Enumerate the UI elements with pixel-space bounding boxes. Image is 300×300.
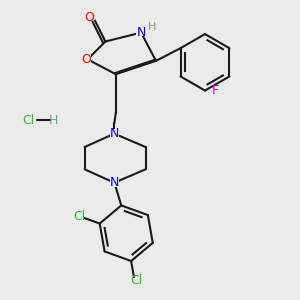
Text: N: N [110,176,119,189]
Bar [110,130,119,138]
Text: F: F [212,84,219,97]
Text: H: H [49,114,58,127]
Bar [82,55,91,64]
Text: Cl: Cl [22,114,34,127]
Text: N: N [110,127,119,140]
Text: O: O [84,11,94,24]
Text: N: N [137,26,146,39]
Bar [136,28,147,37]
Text: O: O [81,53,91,66]
Text: Cl: Cl [130,274,142,287]
Text: H: H [148,22,157,32]
Bar [110,178,119,187]
Text: Cl: Cl [73,210,85,223]
